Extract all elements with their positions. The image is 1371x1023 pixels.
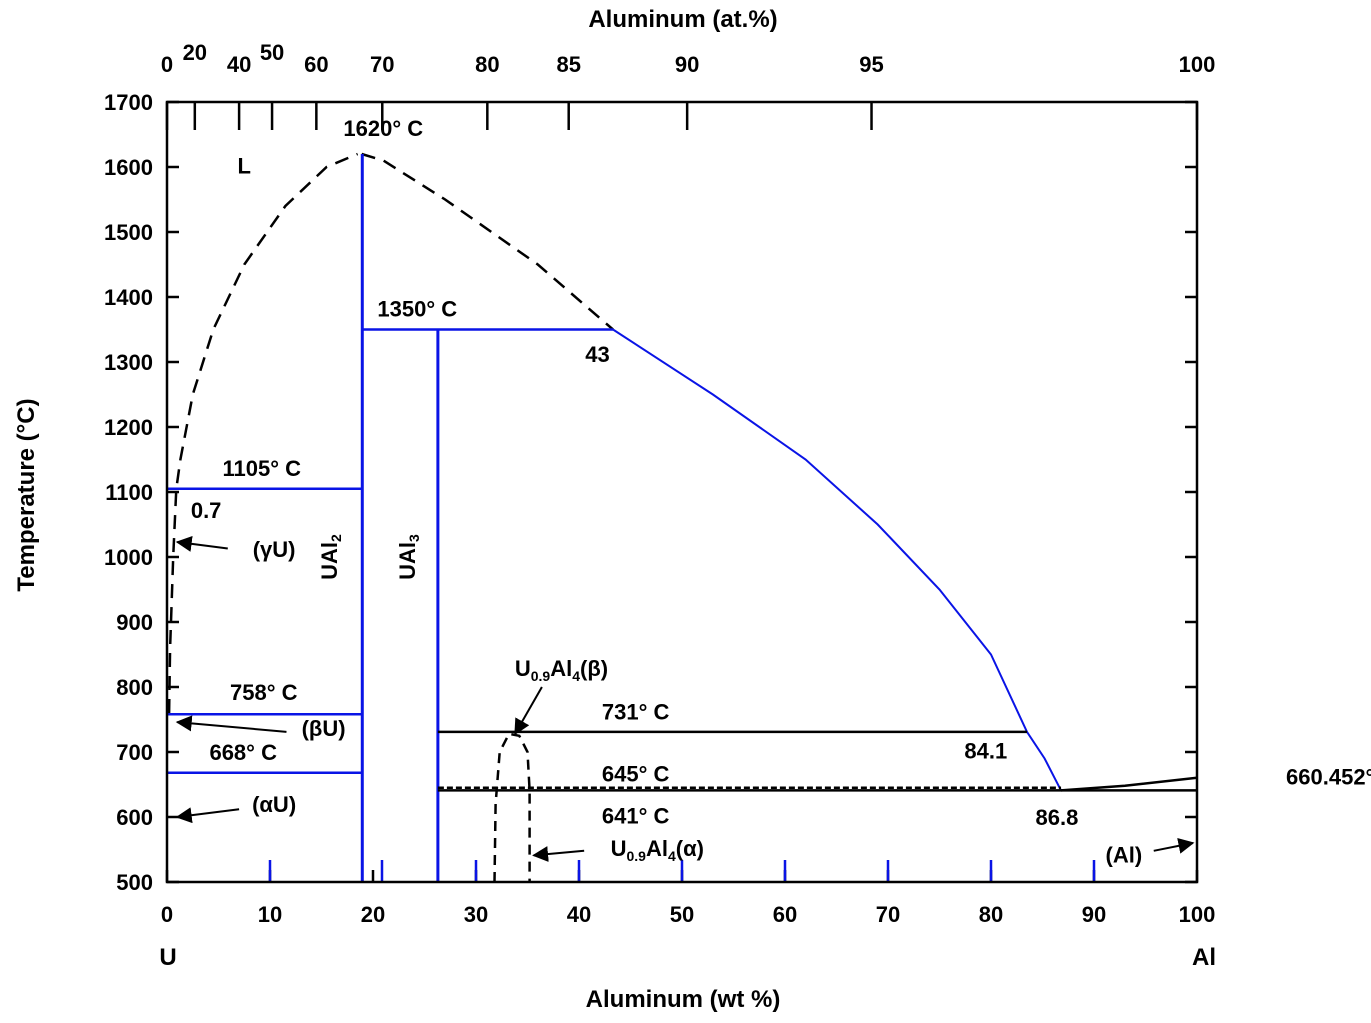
liquidus-right-solid bbox=[612, 328, 1062, 791]
y-tick-label: 1700 bbox=[104, 90, 153, 115]
annotation-label: (γU) bbox=[253, 537, 296, 562]
phase-label-ual3-subscript: 3 bbox=[406, 534, 422, 542]
u09al4-beta-arrow bbox=[514, 686, 543, 736]
y-tick-label: 1000 bbox=[104, 545, 153, 570]
x-tick-label: 90 bbox=[1082, 902, 1106, 927]
x2-tick-label: 60 bbox=[304, 52, 328, 77]
phase-label-ual3: UAl3 bbox=[395, 534, 422, 580]
annotation-label: 1105° C bbox=[222, 456, 301, 481]
beta-u-arrow bbox=[175, 715, 287, 733]
liquidus-right-dashed bbox=[361, 152, 614, 331]
annotation-label: 43 bbox=[585, 342, 609, 367]
al-solvus-line bbox=[1060, 776, 1198, 792]
phase-label-u09al4-beta-u: U bbox=[515, 656, 531, 681]
phase-label-u09al4-alpha: U0.9Al4(α) bbox=[611, 836, 704, 864]
phase-label-u09al4-alpha-u: U bbox=[611, 836, 627, 861]
phase-label-ual2-subscript: 2 bbox=[328, 534, 344, 542]
annotation-label: 86.8 bbox=[1036, 805, 1079, 830]
phase-label-ual3-main: UAl bbox=[395, 542, 420, 580]
y-tick-label: 1200 bbox=[104, 415, 153, 440]
x2-tick-label: 0 bbox=[161, 52, 173, 77]
phase-label-u09al4-beta-phase: (β) bbox=[580, 656, 608, 681]
x-tick-label: 50 bbox=[670, 902, 694, 927]
x-tick-label: 40 bbox=[567, 902, 591, 927]
x-tick-label: 80 bbox=[979, 902, 1003, 927]
phase-annotations: UAl2 UAl3 U0.9Al4(β) U0.9Al4(α) 1620° CL… bbox=[191, 116, 1371, 868]
x2-tick-label: 40 bbox=[227, 52, 251, 77]
annotation-label: 660.452° C bbox=[1286, 765, 1371, 790]
y-tick-label: 1500 bbox=[104, 220, 153, 245]
annotation-label: 645° C bbox=[602, 761, 670, 786]
y-tick-label: 500 bbox=[116, 870, 153, 895]
annotation-label: 1350° C bbox=[377, 297, 457, 322]
left-endpoint-label: U bbox=[159, 944, 176, 971]
phase-label-u09al4-beta-sub2: 4 bbox=[572, 668, 580, 684]
annotation-label: 0.7 bbox=[191, 498, 222, 523]
phase-label-ual2: UAl2 bbox=[317, 534, 344, 580]
annotation-label: 668° C bbox=[209, 740, 277, 765]
y-tick-label: 1100 bbox=[105, 480, 153, 505]
y-tick-label: 1300 bbox=[104, 350, 153, 375]
plot-frame bbox=[165, 100, 1199, 884]
phase-label-u09al4-beta-al: Al bbox=[550, 656, 572, 681]
phase-label-u09al4-beta-sub1: 0.9 bbox=[531, 668, 551, 684]
annotation-arrows bbox=[175, 535, 1195, 863]
x2-tick-label: 50 bbox=[260, 40, 284, 65]
annotation-label: 84.1 bbox=[964, 739, 1007, 764]
annotation-label: (αU) bbox=[252, 792, 296, 817]
x-tick-label: 20 bbox=[361, 902, 385, 927]
y-tick-label: 700 bbox=[116, 740, 153, 765]
y-tick-label: 1600 bbox=[104, 155, 153, 180]
u09al4-alpha-arrow bbox=[532, 846, 585, 863]
liquidus-left-dashed bbox=[167, 152, 359, 714]
phase-label-u09al4-alpha-al: Al bbox=[646, 836, 668, 861]
right-endpoint-label: Al bbox=[1192, 944, 1216, 971]
x2-tick-label: 80 bbox=[475, 52, 499, 77]
annotation-label: 641° C bbox=[602, 804, 670, 829]
gamma-u-arrow bbox=[175, 535, 228, 552]
phase-label-ual2-main: UAl bbox=[317, 542, 342, 580]
x-tick-label: 100 bbox=[1179, 902, 1216, 927]
annotation-label: (Al) bbox=[1106, 843, 1143, 868]
phase-label-u09al4-alpha-sub2: 4 bbox=[668, 848, 676, 864]
x-tick-label: 60 bbox=[773, 902, 797, 927]
y-tick-label: 900 bbox=[116, 610, 153, 635]
annotation-label: 1620° C bbox=[343, 116, 423, 141]
x2-tick-label: 90 bbox=[675, 52, 699, 77]
u09al4-dome-dashed bbox=[493, 732, 531, 883]
y-tick-label: 600 bbox=[116, 805, 153, 830]
y-tick-label: 800 bbox=[116, 675, 153, 700]
annotation-label: 731° C bbox=[602, 700, 670, 725]
phase-boundaries bbox=[167, 152, 1198, 883]
x-tick-label: 30 bbox=[464, 902, 488, 927]
annotation-label: L bbox=[238, 154, 251, 179]
y-tick-label: 1400 bbox=[104, 285, 153, 310]
al-arrow bbox=[1153, 837, 1195, 854]
x2-tick-label: 85 bbox=[556, 52, 580, 77]
x-tick-label: 70 bbox=[876, 902, 900, 927]
x-axis-title: Aluminum (wt %) bbox=[586, 986, 781, 1013]
y-axis-title: Temperature (°C) bbox=[13, 398, 40, 591]
x2-tick-label: 100 bbox=[1179, 52, 1216, 77]
alpha-u-arrow bbox=[175, 807, 240, 824]
annotation-label: 758° C bbox=[230, 680, 298, 705]
x2-tick-label: 70 bbox=[370, 52, 394, 77]
annotation-label: (βU) bbox=[302, 716, 346, 741]
phase-label-u09al4-alpha-phase: (α) bbox=[676, 836, 704, 861]
x2-tick-label: 95 bbox=[859, 52, 883, 77]
phase-label-u09al4-alpha-sub1: 0.9 bbox=[626, 848, 646, 864]
x-tick-label: 0 bbox=[161, 902, 173, 927]
phase-label-u09al4-beta: U0.9Al4(β) bbox=[515, 656, 608, 684]
x2-tick-label: 20 bbox=[183, 40, 207, 65]
x-tick-label: 10 bbox=[258, 902, 282, 927]
x2-axis-title: Aluminum (at.%) bbox=[588, 6, 777, 33]
axis-ticks: 5006007008009001000110012001300140015001… bbox=[104, 40, 1215, 927]
